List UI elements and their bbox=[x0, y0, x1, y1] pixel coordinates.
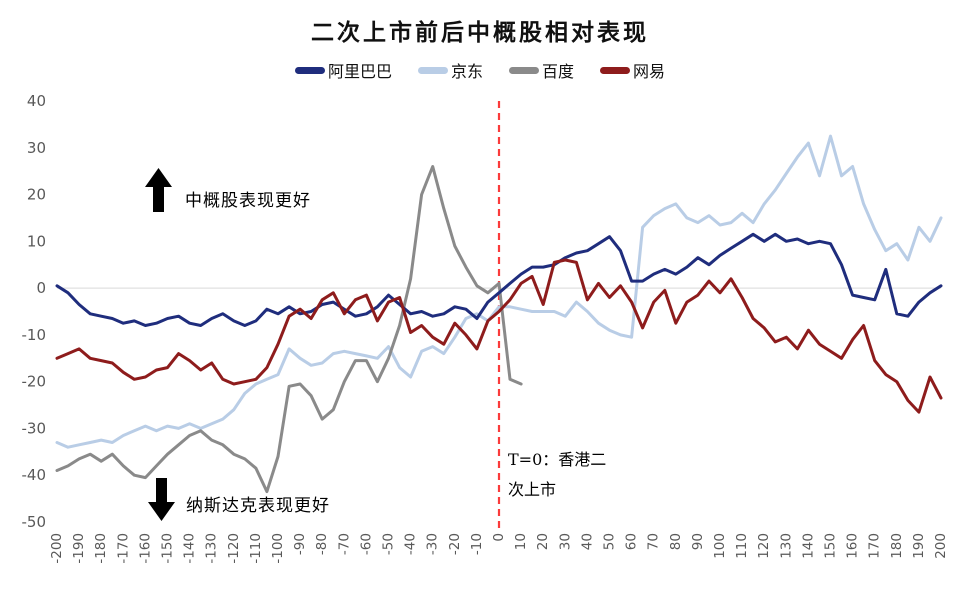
x-tick-label: 120 bbox=[756, 533, 772, 559]
x-tick-label: 70 bbox=[646, 533, 662, 550]
y-tick-label: 10 bbox=[27, 232, 46, 250]
x-tick-label: -190 bbox=[71, 533, 87, 564]
series-line-jd bbox=[55, 134, 943, 449]
x-tick-label: 0 bbox=[491, 533, 507, 542]
x-tick-label: 130 bbox=[778, 533, 794, 559]
legend-swatch-netease bbox=[600, 66, 631, 74]
legend-swatch-baidu bbox=[509, 66, 539, 74]
x-tick-label: 80 bbox=[668, 533, 684, 550]
x-tick-label: -200 bbox=[49, 533, 65, 564]
x-tick-label: -60 bbox=[358, 533, 374, 555]
x-tick-label: -140 bbox=[182, 533, 198, 564]
x-tick-label: 110 bbox=[734, 533, 750, 559]
y-tick-label: -20 bbox=[22, 373, 47, 391]
x-tick-label: -40 bbox=[403, 533, 419, 555]
annotation-down-text: 纳斯达克表现更好 bbox=[186, 496, 330, 516]
y-tick-label: -50 bbox=[22, 513, 47, 531]
x-tick-label: 190 bbox=[911, 533, 927, 559]
up-arrow-icon bbox=[145, 168, 172, 212]
legend-item-jd: 京东 bbox=[417, 58, 483, 82]
x-tick-label: 90 bbox=[690, 533, 706, 550]
annotation-up-text: 中概股表现更好 bbox=[185, 191, 311, 211]
x-tick-label: 200 bbox=[933, 533, 949, 559]
x-tick-label: 60 bbox=[624, 533, 640, 550]
x-tick-label: -10 bbox=[469, 533, 485, 555]
x-tick-label: -110 bbox=[248, 533, 264, 564]
legend-label-netease: 网易 bbox=[633, 62, 666, 81]
series-line-netease bbox=[55, 258, 943, 414]
y-tick-label: 20 bbox=[27, 186, 46, 204]
y-axis-labels: 40 30 20 10 0 -10 -20 -30 -40 -50 bbox=[22, 92, 47, 531]
x-tick-label: -80 bbox=[314, 533, 330, 555]
series-line-baidu bbox=[55, 165, 523, 494]
x-tick-label: 170 bbox=[867, 533, 883, 559]
chart-title: 二次上市前后中概股相对表现 bbox=[311, 19, 649, 46]
x-tick-label: -180 bbox=[93, 533, 109, 564]
legend-item-alibaba: 阿里巴巴 bbox=[294, 58, 392, 82]
legend-item-baidu: 百度 bbox=[509, 58, 574, 82]
x-tick-label: -70 bbox=[336, 533, 352, 555]
x-tick-label: 20 bbox=[535, 533, 551, 550]
x-tick-label: -160 bbox=[137, 533, 153, 564]
series-line-alibaba bbox=[55, 232, 943, 327]
x-tick-label: -120 bbox=[226, 533, 242, 564]
legend: 阿里巴巴 京东 百度 网易 bbox=[0, 58, 960, 82]
x-tick-label: 180 bbox=[889, 533, 905, 559]
y-tick-label: -40 bbox=[22, 466, 47, 484]
x-tick-label: 150 bbox=[823, 533, 839, 559]
x-tick-label: -20 bbox=[447, 533, 463, 555]
x-tick-label: 100 bbox=[712, 533, 728, 559]
x-tick-label: -30 bbox=[425, 533, 441, 555]
y-tick-label: 30 bbox=[27, 139, 46, 157]
x-tick-label: -150 bbox=[160, 533, 176, 564]
y-tick-label: -10 bbox=[22, 326, 47, 344]
x-tick-label: 140 bbox=[800, 533, 816, 559]
x-tick-label: -170 bbox=[115, 533, 131, 564]
legend-label-jd: 京东 bbox=[450, 62, 483, 81]
series-layer bbox=[55, 134, 943, 494]
x-tick-label: -100 bbox=[270, 533, 286, 564]
y-tick-label: 40 bbox=[27, 92, 46, 110]
x-tick-label: -90 bbox=[292, 533, 308, 555]
x-axis-labels: -200 -190 -180 -170 -160 -150 -140 -130 -120 -110… bbox=[49, 533, 949, 564]
legend-label-alibaba: 阿里巴巴 bbox=[327, 62, 392, 81]
y-tick-label: 0 bbox=[36, 279, 46, 297]
y-tick-label: -30 bbox=[22, 419, 47, 437]
legend-item-netease: 网易 bbox=[600, 58, 665, 82]
down-arrow-icon bbox=[148, 478, 175, 521]
x-tick-label: 30 bbox=[557, 533, 573, 550]
x-tick-label: -50 bbox=[381, 533, 397, 555]
legend-swatch-jd bbox=[417, 66, 448, 74]
x-tick-label: 10 bbox=[513, 533, 529, 550]
x-tick-label: 160 bbox=[845, 533, 861, 559]
legend-swatch-alibaba bbox=[294, 66, 325, 74]
x-tick-label: 50 bbox=[602, 533, 618, 550]
x-tick-label: 40 bbox=[579, 533, 595, 550]
t0-annotation: T=0：香港二次上市 bbox=[508, 450, 607, 499]
legend-label-baidu: 百度 bbox=[542, 62, 575, 81]
x-tick-label: -130 bbox=[204, 533, 220, 564]
